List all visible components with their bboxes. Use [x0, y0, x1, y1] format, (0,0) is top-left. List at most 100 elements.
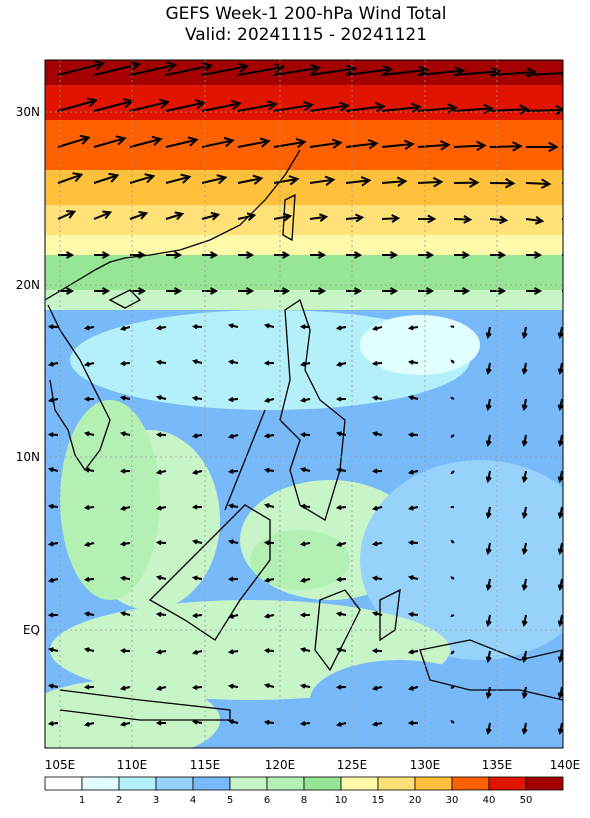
- wind-arrow: [335, 576, 347, 583]
- wind-arrow: [57, 97, 98, 112]
- wind-arrow: [521, 578, 528, 592]
- wind-arrow: [94, 287, 111, 295]
- wind-arrow: [299, 361, 311, 367]
- wind-arrow: [557, 722, 563, 736]
- wind-arrow: [407, 575, 419, 581]
- wind-arrow: [93, 210, 113, 220]
- wind-arrow: [521, 542, 528, 556]
- wind-arrow: [165, 173, 192, 184]
- colorbar-box: [488, 776, 527, 791]
- wind-arrow: [450, 359, 455, 364]
- wind-arrow: [83, 721, 95, 727]
- wind-arrow: [407, 325, 419, 331]
- wind-arrow: [417, 103, 458, 114]
- wind-arrow: [227, 539, 239, 545]
- wind-arrow: [525, 178, 552, 189]
- wind-arrow: [47, 503, 59, 509]
- wind-arrow: [83, 541, 95, 547]
- wind-arrow: [263, 503, 275, 509]
- wind-arrow: [83, 325, 95, 331]
- wind-arrow: [263, 397, 275, 403]
- wind-arrow: [407, 395, 419, 401]
- wind-arrow: [485, 506, 492, 520]
- wind-arrow: [407, 432, 419, 438]
- wind-arrow: [119, 468, 131, 474]
- wind-arrow: [57, 172, 84, 184]
- wind-arrow: [299, 324, 311, 330]
- wind-arrow: [83, 576, 95, 583]
- wind-arrow: [371, 395, 383, 401]
- wind-arrow: [346, 251, 363, 259]
- wind-arrow: [119, 325, 131, 331]
- wind-arrow: [227, 503, 239, 509]
- wind-arrow: [119, 395, 131, 401]
- lat-label: EQ: [23, 623, 40, 637]
- colorbar-box: [451, 776, 490, 791]
- shade-blob: [45, 680, 220, 748]
- wind-arrow: [299, 577, 311, 583]
- wind-arrow: [191, 612, 203, 619]
- wind-arrow: [129, 135, 163, 148]
- wind-arrow: [155, 359, 167, 365]
- wind-arrow: [407, 469, 419, 475]
- wind-arrow: [485, 434, 492, 448]
- wind-arrow: [485, 326, 492, 340]
- subtitle: Valid: 20241115 - 20241121: [185, 25, 427, 45]
- colorbar-label: 4: [190, 795, 196, 806]
- colorbar-box: [44, 776, 83, 791]
- wind-arrow: [557, 362, 563, 376]
- wind-arrow: [557, 578, 563, 592]
- wind-arrow: [263, 540, 275, 546]
- wind-arrow: [165, 211, 185, 221]
- wind-arrow: [407, 720, 419, 726]
- wind-arrow: [263, 433, 275, 439]
- wind-arrow: [453, 177, 480, 188]
- wind-arrow: [47, 467, 59, 473]
- wind-arrow: [227, 323, 239, 329]
- wind-arrow: [119, 360, 131, 367]
- shade-blob: [250, 530, 350, 590]
- wind-arrow: [310, 287, 327, 295]
- wind-arrow: [155, 575, 167, 581]
- wind-arrow: [238, 251, 255, 259]
- wind-arrow: [345, 176, 372, 187]
- wind-arrow: [485, 614, 492, 628]
- graticule: [45, 60, 563, 748]
- wind-arrow: [407, 359, 419, 365]
- wind-arrow: [450, 434, 455, 438]
- wind-arrow: [191, 684, 203, 691]
- wind-arrow: [454, 287, 471, 295]
- wind-arrow: [299, 397, 311, 403]
- wind-arrow: [201, 211, 221, 221]
- wind-arrow: [191, 359, 203, 365]
- colorbar-box: [303, 776, 342, 791]
- wind-arrow: [521, 686, 528, 700]
- wind-arrow: [450, 650, 455, 655]
- wind-arrow: [155, 720, 167, 726]
- lon-label: 110E: [117, 758, 148, 772]
- wind-arrow: [521, 398, 528, 412]
- lon-label: 115E: [190, 758, 221, 772]
- wind-arrow: [485, 470, 492, 484]
- wind-arrow: [155, 469, 167, 475]
- wind-arrow: [309, 213, 329, 222]
- colorbar-box: [118, 776, 157, 791]
- shade-blob: [360, 460, 563, 660]
- wind-arrow: [371, 505, 383, 511]
- wind-arrow: [119, 721, 131, 727]
- wind-arrow: [371, 575, 383, 581]
- colorbar-box: [229, 776, 268, 791]
- wind-arrow: [299, 612, 311, 618]
- wind-arrow: [191, 575, 203, 581]
- wind-arrow: [273, 100, 314, 112]
- wind-arrow: [83, 361, 95, 367]
- wind-arrow: [47, 577, 59, 583]
- wind-arrow: [381, 214, 401, 223]
- wind-arrow: [335, 611, 347, 617]
- wind-arrow: [47, 361, 59, 367]
- wind-arrow: [450, 576, 455, 580]
- wind-arrow: [119, 611, 131, 617]
- wind-arrow: [227, 359, 239, 365]
- wind-arrow: [201, 136, 235, 148]
- wind-arrow: [309, 138, 343, 149]
